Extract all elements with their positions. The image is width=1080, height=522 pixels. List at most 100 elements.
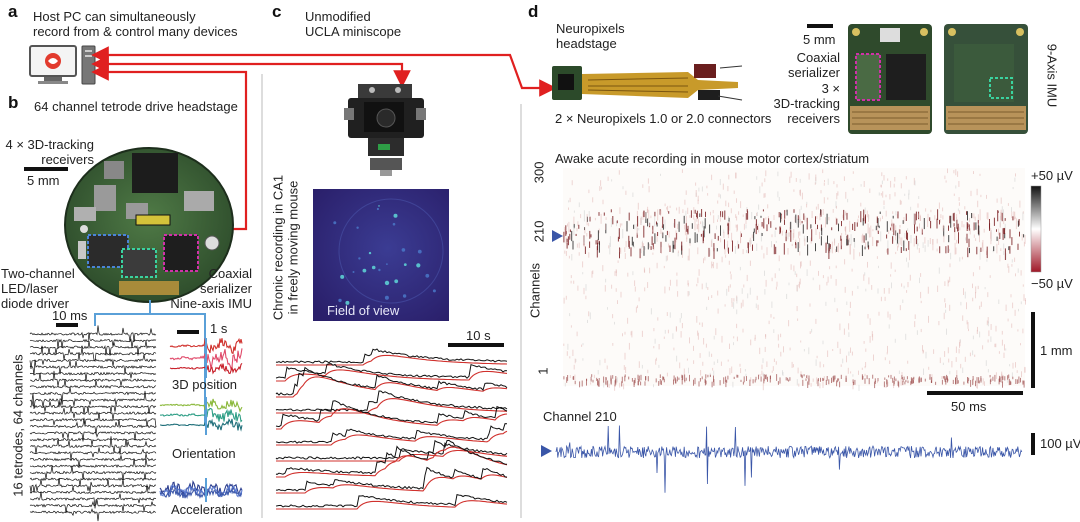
raster-mark — [868, 277, 870, 285]
raster-mark — [977, 285, 979, 290]
raster-mark — [865, 242, 867, 249]
fov-cell — [378, 205, 380, 207]
raster-mark — [814, 182, 816, 185]
raster-mark — [1011, 264, 1013, 267]
raster-mark — [845, 211, 847, 216]
raster-mark — [668, 286, 670, 291]
raster-mark — [780, 351, 782, 357]
raster-ytick-210: 210 — [531, 220, 547, 243]
raster-mark — [848, 351, 850, 356]
raster-mark — [745, 224, 747, 229]
tetrode-trace — [29, 437, 157, 446]
raster-mark — [828, 217, 830, 221]
raster-mark — [737, 374, 739, 378]
raster-mark — [725, 254, 727, 258]
raster-mark — [797, 218, 799, 228]
raster-mark — [587, 319, 588, 323]
raster-mark — [877, 230, 879, 234]
calcium-fit-trace — [276, 398, 508, 414]
raster-mark — [790, 171, 792, 178]
headstage-pcb-front — [848, 24, 932, 134]
raster-mark — [848, 332, 850, 337]
raster-mark — [1010, 381, 1012, 385]
raster-mark — [955, 185, 957, 189]
raster-mark — [806, 236, 808, 243]
raster-mark — [786, 229, 787, 234]
raster-mark — [685, 222, 687, 232]
raster-mark — [1008, 246, 1010, 251]
raster-mark — [1015, 379, 1017, 384]
raster-mark — [582, 343, 584, 346]
raster-mark — [597, 379, 598, 386]
raster-mark — [752, 244, 753, 251]
raster-mark — [865, 233, 867, 241]
raster-mark — [771, 370, 773, 373]
raster-mark — [869, 318, 871, 325]
raster-mark — [831, 227, 833, 231]
raster-mark — [697, 277, 699, 284]
raster-mark — [657, 232, 659, 236]
raster-mark — [750, 239, 752, 244]
raster-mark — [700, 233, 702, 237]
raster-mark — [828, 247, 830, 259]
raster-mark — [696, 316, 698, 323]
raster-mark — [605, 377, 607, 381]
raster-mark — [891, 225, 893, 232]
raster-mark — [640, 374, 642, 381]
raster-mark — [930, 221, 932, 229]
raster-mark — [906, 376, 908, 380]
raster-mark — [897, 246, 898, 251]
raster-mark — [886, 352, 888, 355]
raster-mark — [717, 200, 719, 204]
raster-mark — [738, 244, 740, 249]
raster-mark — [704, 256, 706, 261]
raster-mark — [738, 211, 740, 215]
raster-mark — [900, 200, 902, 205]
raster-mark — [886, 234, 888, 239]
raster-mark — [697, 195, 699, 201]
raster-mark — [628, 240, 630, 249]
raster-mark — [879, 217, 881, 222]
raster-mark — [648, 209, 650, 219]
raster-mark — [655, 359, 657, 365]
raster-mark — [764, 193, 766, 198]
raster-mark — [661, 380, 662, 385]
raster-mark — [637, 305, 638, 309]
raster-mark — [800, 374, 802, 377]
miniscope-title-line1: Unmodified — [305, 9, 371, 24]
raster-mark — [724, 248, 726, 255]
raster-mark — [740, 201, 742, 209]
raster-mark — [619, 223, 621, 228]
raster-mark — [757, 225, 758, 230]
raster-mark — [647, 369, 649, 374]
raster-mark — [835, 265, 837, 269]
calcium-fit-trace — [276, 354, 508, 366]
raster-mark — [801, 192, 803, 200]
raster-mark — [977, 214, 979, 219]
raster-mark — [1016, 379, 1018, 384]
raster-mark — [797, 242, 799, 252]
raster-mark — [1019, 231, 1020, 237]
raster-mark — [852, 171, 854, 174]
raster-mark — [653, 328, 655, 332]
raster-mark — [713, 243, 715, 252]
raster-mark — [946, 328, 947, 335]
raster-mark — [979, 173, 981, 176]
label-acceleration: Acceleration — [171, 502, 243, 517]
raster-mark — [599, 359, 601, 366]
raster-mark — [849, 220, 851, 232]
raster-mark — [576, 228, 578, 232]
raster-mark — [713, 361, 715, 365]
raster-mark — [979, 209, 981, 221]
raster-mark — [806, 269, 808, 276]
raster-mark — [806, 217, 808, 230]
raster-mark — [607, 307, 608, 310]
raster-mark — [891, 219, 893, 228]
raster-mark — [930, 209, 932, 213]
raster-mark — [955, 346, 957, 353]
raster-mark — [634, 280, 636, 286]
raster-mark — [1005, 253, 1007, 260]
raster-mark — [869, 336, 871, 343]
raster-mark — [684, 374, 686, 381]
raster-mark — [674, 377, 676, 384]
